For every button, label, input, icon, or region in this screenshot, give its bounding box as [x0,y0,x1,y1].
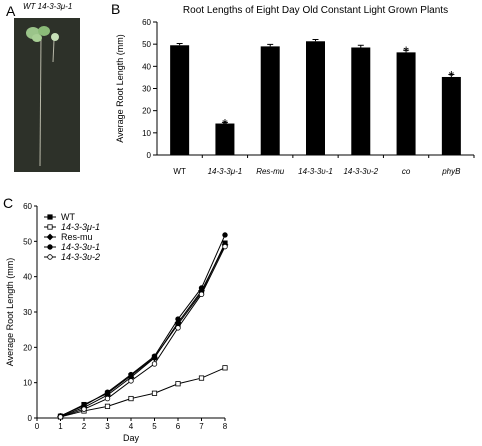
line-chart-x-tick-label: 7 [199,422,204,431]
series-square-filled [57,240,228,419]
bar-chart-category-label: 14-3-3υ-1 [298,167,333,176]
seedling-photo [14,18,80,172]
bar-chart-category-label: 14-3-3μ-1 [208,167,243,176]
panel-label-b: B [111,1,121,17]
legend-label: 14-3-3μ-1 [61,222,100,232]
line-chart-y-tick-label: 40 [23,273,32,282]
bar-chart-y-tick-label: 10 [142,129,151,138]
bar [351,47,371,155]
data-point [222,243,228,250]
bar-chart-category-label: phyB [441,167,461,176]
line-chart-x-tick-label: 3 [105,422,110,431]
legend-label: 14-3-3υ-1 [61,242,100,252]
line-chart-y-tick-label: 20 [23,343,32,352]
bar [215,123,235,155]
series-circle-filled [57,232,228,419]
series-line [60,367,226,418]
bar-chart-y-tick-label: 60 [142,18,151,27]
legend-label: WT [61,212,75,222]
line-chart-x-tick-label: 4 [129,422,134,431]
bar-chart-y-tick-label: 30 [142,85,151,94]
bar-chart-y-tick-label: 40 [142,62,151,71]
bar-chart-category-label: co [402,167,411,176]
series-line [60,234,226,417]
bar-chart-title: Root Lengths of Eight Day Old Constant L… [183,5,448,16]
line-chart-x-tick-label: 2 [82,422,87,431]
series-circle-open [57,243,228,420]
line-chart-x-tick-label: 1 [58,422,63,431]
bar [306,41,325,155]
data-point [151,390,158,396]
significance-marker: * [403,43,409,59]
line-chart-x-tick-label: 8 [223,422,228,431]
significance-marker: * [222,115,228,131]
bar-chart-category-label: 14-3-3υ-2 [343,167,378,176]
bar-chart-category-label: Res-mu [256,167,285,176]
bar-chart-y-axis-label: Average Root Length (mm) [115,34,125,142]
bar-chart-y-tick-label: 20 [142,107,151,116]
seedling-illustration [26,26,59,167]
data-point [104,403,111,409]
data-point [104,389,111,395]
bar [260,46,280,156]
legend-marker [47,254,53,260]
data-point [81,406,87,412]
data-point [151,361,158,367]
data-point [175,381,181,387]
significance-marker: * [449,68,455,84]
bar [441,76,461,155]
line-chart-y-tick-label: 60 [23,202,32,211]
bar-chart-y-tick-label: 0 [147,151,152,160]
legend-marker [47,244,53,250]
bar [396,52,416,155]
data-point [222,232,228,238]
legend-label: Res-mu [61,232,93,242]
line-chart-y-tick-label: 0 [28,414,33,423]
data-point [57,414,64,420]
legend-marker [47,224,53,230]
data-point [198,291,205,298]
panel-label-a: A [6,3,16,19]
line-chart-x-tick-label: 0 [35,422,40,431]
data-point [222,365,228,371]
line-chart-x-axis-label: Day [123,433,140,443]
bar-chart-y-tick-label: 50 [142,40,151,49]
line-chart-y-tick-label: 10 [23,379,32,388]
legend-label: 14-3-3υ-2 [61,252,100,262]
photo-label: WT 14-3-3μ-1 [23,2,73,11]
data-point [198,375,205,381]
data-point [151,353,158,359]
data-point [128,371,134,378]
series-line [60,242,226,417]
bar-chart-category-label: WT [173,167,186,176]
data-point [198,285,205,291]
line-chart-x-tick-label: 5 [152,422,157,431]
bar [170,45,190,155]
data-point [175,325,181,331]
series-line [60,246,226,418]
panel-label-c: C [3,195,14,211]
line-chart-y-tick-label: 50 [23,237,32,246]
series-line [60,244,226,418]
data-point [128,378,134,384]
line-chart-y-tick-label: 30 [23,308,32,317]
data-point [128,395,134,402]
data-point [175,316,181,322]
line-chart-y-axis-label: Average Root Length (mm) [5,258,15,366]
data-point [104,395,111,402]
legend-marker [47,214,53,220]
series-diamond-filled [57,241,229,421]
line-chart-x-tick-label: 6 [176,422,181,431]
legend-marker [46,233,54,241]
